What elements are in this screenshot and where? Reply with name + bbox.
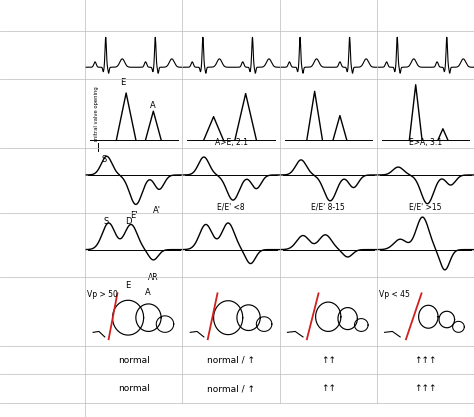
Text: LA: LA <box>36 355 50 365</box>
Text: normal / ↑: normal / ↑ <box>207 384 255 393</box>
Text: ↑↑↑: ↑↑↑ <box>414 384 437 393</box>
Text: ECG: ECG <box>31 50 55 60</box>
Text: TDI: TDI <box>36 190 49 199</box>
Text: AR: AR <box>148 274 159 282</box>
Text: D: D <box>125 216 131 226</box>
Text: II: II <box>325 9 332 22</box>
Text: Vp > 50: Vp > 50 <box>87 290 118 299</box>
Text: A: A <box>150 100 156 110</box>
Text: E/E' <8: E/E' <8 <box>217 202 245 211</box>
Text: PW
Doppler: PW Doppler <box>27 249 58 269</box>
Text: Vp: Vp <box>35 299 50 309</box>
Text: Color
M-mode: Color M-mode <box>27 317 58 337</box>
Text: Normal: Normal <box>109 9 159 22</box>
Text: III: III <box>420 9 431 22</box>
Text: E>A, 3:1: E>A, 3:1 <box>409 138 442 147</box>
Text: ↑↑: ↑↑ <box>321 384 336 393</box>
Text: E': E' <box>130 211 137 220</box>
Text: A': A' <box>153 206 161 215</box>
Text: normal: normal <box>118 356 150 365</box>
Text: E: E <box>120 78 126 88</box>
Text: E/E' >15: E/E' >15 <box>409 202 442 211</box>
Text: normal / ↑: normal / ↑ <box>207 356 255 365</box>
Text: LA: LA <box>36 355 50 365</box>
Text: ↑↑: ↑↑ <box>321 356 336 365</box>
Text: PASP: PASP <box>28 384 57 394</box>
Text: PVF: PVF <box>31 232 54 242</box>
Text: ↑↑↑: ↑↑↑ <box>414 356 437 365</box>
Text: S: S <box>101 155 106 164</box>
Text: MA: MA <box>34 168 52 178</box>
Text: normal: normal <box>118 384 150 393</box>
Text: PW
Doppler: PW Doppler <box>27 119 58 138</box>
Text: Vp < 45: Vp < 45 <box>379 290 410 299</box>
Text: S: S <box>103 216 109 226</box>
Text: MI: MI <box>36 100 50 111</box>
Text: A: A <box>145 288 150 296</box>
Text: mitral valve opening: mitral valve opening <box>93 86 99 141</box>
Text: PASP: PASP <box>28 384 57 394</box>
Text: A>E, 2:1: A>E, 2:1 <box>215 138 247 147</box>
Text: I: I <box>229 9 233 22</box>
Text: E/E' 8-15: E/E' 8-15 <box>311 202 345 211</box>
Text: E: E <box>126 281 131 290</box>
